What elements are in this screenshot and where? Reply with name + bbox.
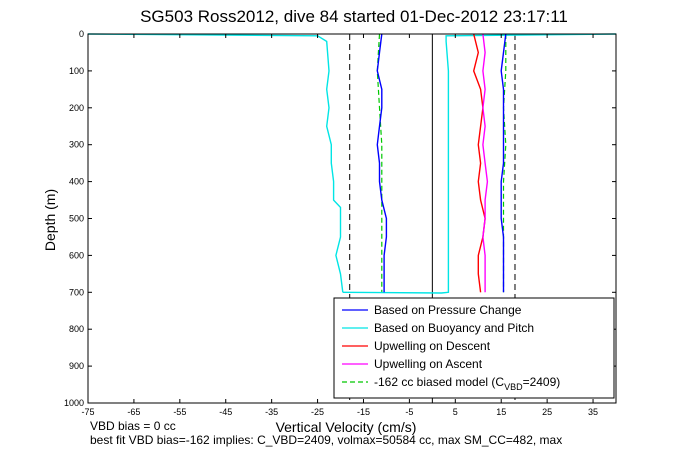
x-tick-label: 5 xyxy=(453,407,458,417)
x-tick-label: -25 xyxy=(311,407,324,417)
series-3-line xyxy=(482,33,489,293)
y-tick-label: 600 xyxy=(69,250,84,260)
x-tick-label: -5 xyxy=(405,407,413,417)
x-axis: -75 -65 -55 -45 -35 -25 -15 -5 5 15 25 35 xyxy=(81,34,598,417)
y-axis: 0 100 200 300 400 500 600 700 800 900 1000 xyxy=(64,29,616,408)
x-tick-label: -35 xyxy=(265,407,278,417)
y-tick-label: 900 xyxy=(69,361,84,371)
y-tick-label: 700 xyxy=(69,287,84,297)
legend-label: -162 cc biased model (CVBD=2409) xyxy=(374,375,560,392)
legend-label: Upwelling on Ascent xyxy=(374,357,483,371)
legend-box xyxy=(333,297,615,399)
x-tick-label: 15 xyxy=(496,407,506,417)
x-tick-label: -45 xyxy=(219,407,232,417)
y-tick-label: 300 xyxy=(69,140,84,150)
vbd-bias-note: VBD bias = 0 cc xyxy=(90,419,176,433)
y-axis-label: Depth (m) xyxy=(42,189,58,251)
y-tick-label: 400 xyxy=(69,177,84,187)
series-1-line-descent xyxy=(87,33,344,293)
legend-label: Based on Pressure Change xyxy=(374,303,522,317)
x-tick-label: -15 xyxy=(357,407,370,417)
series-4-line-descent xyxy=(376,33,383,293)
chart-title: SG503 Ross2012, dive 84 started 01-Dec-2… xyxy=(140,7,568,26)
legend-label: Upwelling on Descent xyxy=(374,339,491,353)
x-axis-label: Vertical Velocity (cm/s) xyxy=(276,419,417,435)
y-tick-label: 100 xyxy=(69,66,84,76)
series-0-line-descent xyxy=(376,33,388,293)
series-0-line-ascent xyxy=(500,33,507,293)
best-fit-note: best fit VBD bias=-162 implies: C_VBD=24… xyxy=(90,433,562,447)
y-tick-label: 200 xyxy=(69,103,84,113)
legend-label: Based on Buoyancy and Pitch xyxy=(374,321,534,335)
x-tick-label: 25 xyxy=(542,407,552,417)
x-tick-label: -65 xyxy=(127,407,140,417)
y-tick-label: 800 xyxy=(69,324,84,334)
series-1-line-ascent xyxy=(342,33,617,294)
series-lines xyxy=(87,33,617,294)
x-tick-label: -75 xyxy=(81,407,94,417)
x-tick-label: -55 xyxy=(173,407,186,417)
series-2-line xyxy=(472,33,486,293)
series-4-line-ascent xyxy=(502,34,507,293)
y-tick-label: 0 xyxy=(79,29,84,39)
y-tick-label: 500 xyxy=(69,214,84,224)
x-tick-label: 35 xyxy=(588,407,598,417)
y-tick-label: 1000 xyxy=(64,398,84,408)
legend: Based on Pressure Change Based on Buoyanc… xyxy=(333,297,615,399)
